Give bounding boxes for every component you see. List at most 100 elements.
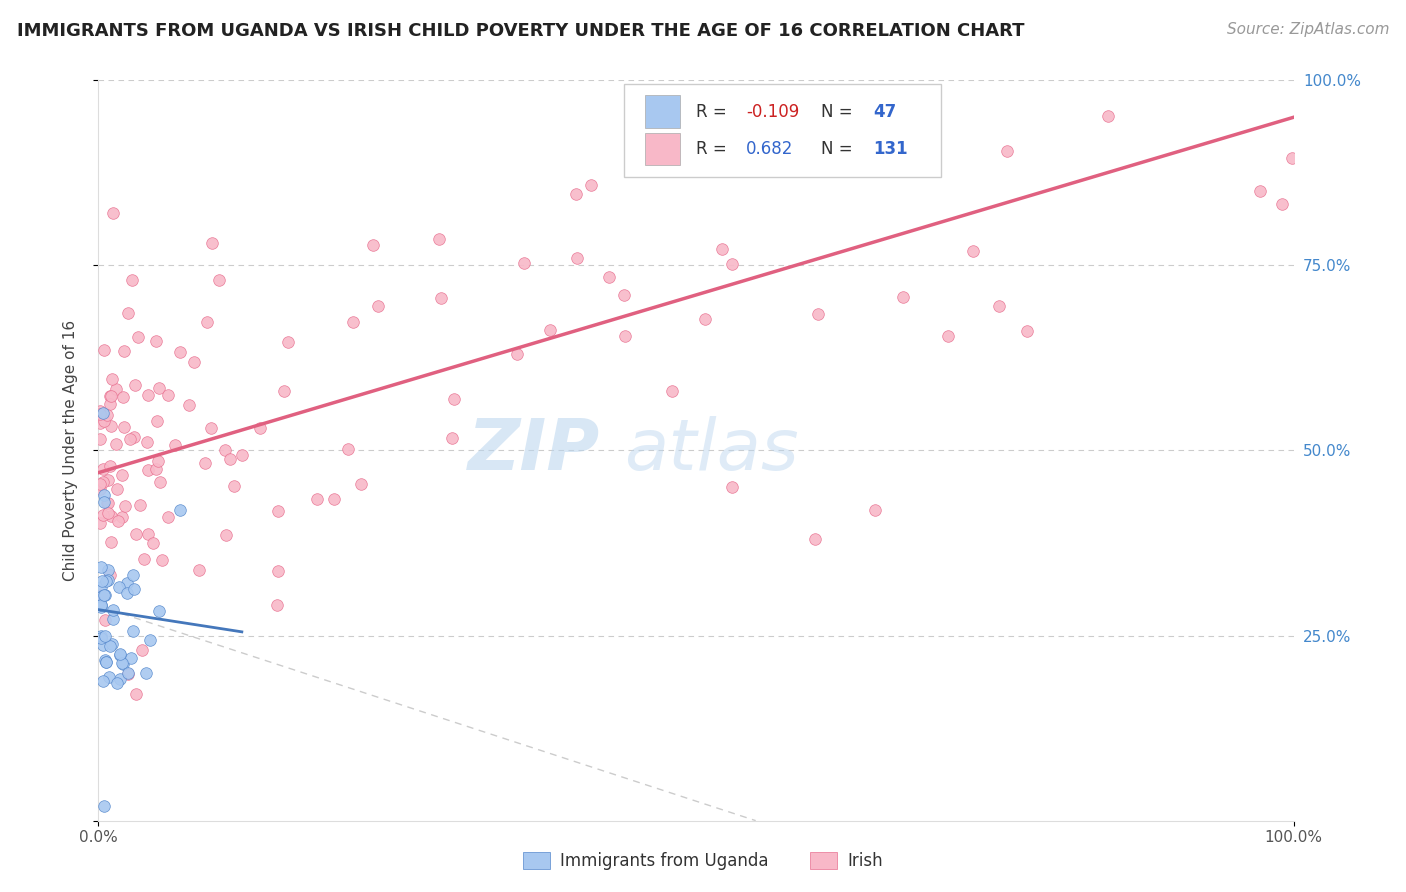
Point <box>565 251 588 265</box>
Point <box>208 273 231 287</box>
Point <box>136 527 159 541</box>
Y-axis label: Child Poverty Under the Age of 16: Child Poverty Under the Age of 16 <box>63 320 77 581</box>
Point <box>513 256 536 270</box>
Point <box>111 657 134 671</box>
Point <box>108 673 131 687</box>
Point <box>579 178 602 192</box>
Point <box>94 628 117 642</box>
Point <box>108 648 131 662</box>
Point <box>89 477 111 491</box>
Point <box>90 598 112 612</box>
Point <box>1281 151 1303 165</box>
Point <box>103 612 125 626</box>
Point <box>108 580 131 594</box>
Point <box>367 299 389 313</box>
Point <box>249 421 271 435</box>
Point <box>891 290 914 304</box>
Point <box>429 291 451 305</box>
Point <box>90 598 112 612</box>
Point <box>693 311 716 326</box>
Point <box>91 462 114 476</box>
Point <box>150 553 173 567</box>
Point <box>759 157 782 171</box>
Point <box>224 479 246 493</box>
Point <box>90 600 112 615</box>
Point <box>93 798 115 813</box>
Point <box>138 632 160 647</box>
Point <box>90 560 112 574</box>
Point <box>145 413 167 427</box>
Point <box>94 574 117 589</box>
Point <box>117 667 139 681</box>
Point <box>112 419 135 434</box>
Point <box>187 563 209 577</box>
Point <box>93 343 115 357</box>
Text: 131: 131 <box>873 140 907 158</box>
Point <box>89 482 111 496</box>
Point <box>100 419 122 434</box>
Point <box>90 580 112 594</box>
Point <box>267 564 290 578</box>
Point <box>93 588 115 602</box>
Point <box>117 306 139 320</box>
Legend: Immigrants from Uganda, Irish: Immigrants from Uganda, Irish <box>517 845 889 877</box>
Point <box>145 334 167 348</box>
Point <box>121 568 143 582</box>
Point <box>169 345 191 359</box>
Point <box>94 613 117 627</box>
Point <box>103 603 125 617</box>
Point <box>337 442 360 456</box>
Point <box>105 437 128 451</box>
Point <box>91 574 114 589</box>
Point <box>721 480 744 494</box>
Point <box>156 388 179 402</box>
Point <box>94 655 117 669</box>
Point <box>91 638 114 652</box>
Point <box>194 456 217 470</box>
Point <box>762 120 785 134</box>
Point <box>101 637 124 651</box>
Point <box>145 462 167 476</box>
Point <box>97 506 120 520</box>
Point <box>112 390 135 404</box>
Point <box>995 145 1018 159</box>
Text: R =: R = <box>696 103 733 120</box>
Text: ZIP: ZIP <box>468 416 600 485</box>
Point <box>231 448 253 462</box>
Point <box>98 670 121 684</box>
Point <box>214 442 236 457</box>
Point <box>91 407 114 421</box>
Point <box>218 451 240 466</box>
Point <box>108 647 131 661</box>
Point <box>129 498 152 512</box>
Point <box>135 435 157 450</box>
Point <box>96 496 118 510</box>
Point <box>149 475 172 489</box>
Point <box>1015 324 1038 338</box>
Point <box>136 388 159 402</box>
Point <box>807 307 830 321</box>
Point <box>98 459 121 474</box>
Point <box>904 126 927 140</box>
Point <box>111 657 134 671</box>
Point <box>614 329 637 343</box>
Point <box>613 288 636 302</box>
Point <box>91 674 114 689</box>
Point <box>112 344 135 359</box>
Point <box>361 238 384 252</box>
Text: 0.682: 0.682 <box>747 140 793 158</box>
Point <box>132 552 155 566</box>
Point <box>101 372 124 386</box>
Text: R =: R = <box>696 140 733 158</box>
Point <box>165 438 187 452</box>
Point <box>104 382 127 396</box>
Point <box>440 431 463 445</box>
Point <box>1097 110 1119 124</box>
Point <box>717 140 740 154</box>
Point <box>273 384 295 399</box>
Point <box>89 516 111 531</box>
Point <box>122 624 145 638</box>
Point <box>89 432 111 446</box>
Point <box>89 404 111 418</box>
Point <box>90 631 112 645</box>
